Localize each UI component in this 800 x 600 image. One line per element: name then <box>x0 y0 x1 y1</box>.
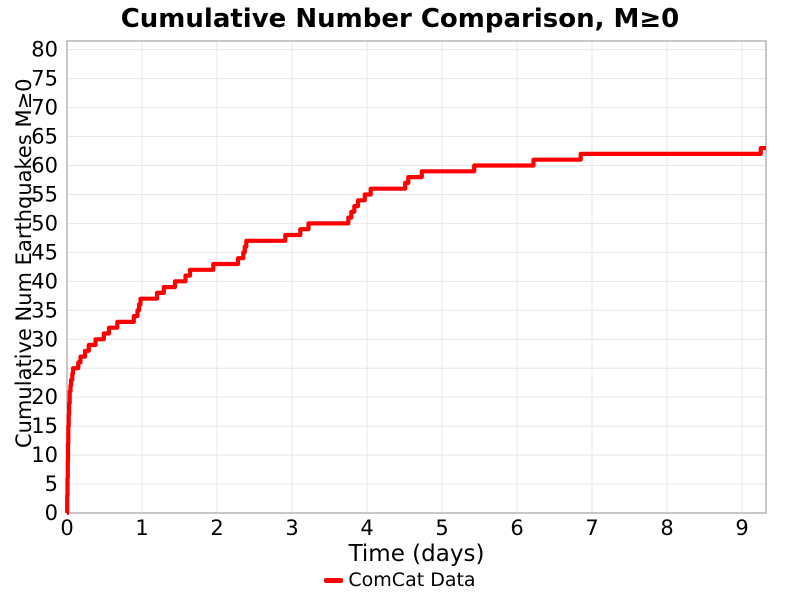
y-tick-label: 60 <box>31 154 58 178</box>
y-tick-label: 40 <box>31 269 58 293</box>
y-tick-label: 30 <box>31 327 58 351</box>
x-tick-label: 8 <box>660 516 673 540</box>
legend-label: ComCat Data <box>348 569 476 591</box>
y-tick-label: 0 <box>45 501 58 525</box>
x-tick-label: 3 <box>285 516 298 540</box>
y-tick-label: 10 <box>31 443 58 467</box>
x-tick-label: 6 <box>510 516 523 540</box>
legend: ComCat Data <box>0 569 800 591</box>
y-tick-label: 15 <box>31 414 58 438</box>
y-tick-label: 25 <box>31 356 58 380</box>
x-tick-label: 9 <box>735 516 748 540</box>
x-tick-label: 7 <box>585 516 598 540</box>
legend-line-icon <box>324 577 344 583</box>
y-tick-label: 50 <box>31 211 58 235</box>
y-tick-label: 80 <box>31 38 58 62</box>
x-tick-label: 5 <box>435 516 448 540</box>
y-tick-label: 45 <box>31 240 58 264</box>
y-tick-label: 35 <box>31 298 58 322</box>
y-axis-label: Cumulative Num Earthquakes M≥0 <box>12 78 36 448</box>
x-tick-label: 1 <box>135 516 148 540</box>
x-tick-label: 0 <box>60 516 73 540</box>
y-tick-label: 20 <box>31 385 58 409</box>
x-tick-label: 2 <box>210 516 223 540</box>
x-tick-label: 4 <box>360 516 373 540</box>
data-line-comcat-data <box>65 146 766 516</box>
y-tick-label: 55 <box>31 182 58 206</box>
chart-title: Cumulative Number Comparison, M≥0 <box>120 4 680 34</box>
y-tick-label: 70 <box>31 96 58 120</box>
y-tick-label: 5 <box>45 472 58 496</box>
y-tick-label: 65 <box>31 125 58 149</box>
x-axis-label: Time (days) <box>348 541 485 567</box>
y-tick-label: 75 <box>31 67 58 91</box>
plot-border <box>66 40 767 514</box>
